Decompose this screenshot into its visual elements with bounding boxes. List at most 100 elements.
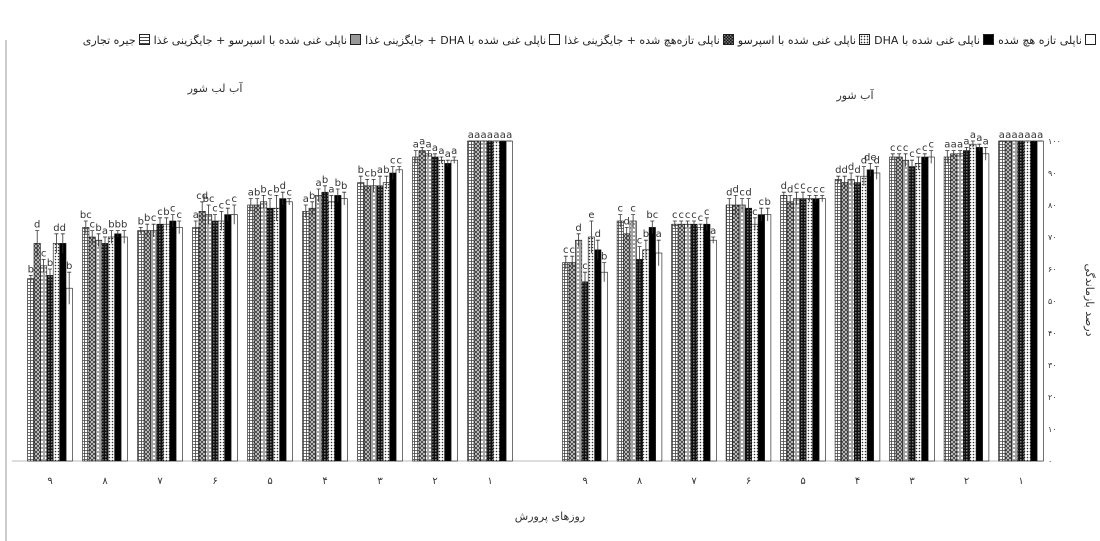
legend-swatch [138, 34, 150, 45]
y-tick-label: ۵۰ [1048, 297, 1057, 306]
bar [629, 220, 637, 462]
error-bar [439, 156, 444, 164]
error-bar [310, 201, 315, 215]
error-bar [890, 153, 895, 161]
bar [969, 143, 977, 462]
y-tick-label: ۹۰ [1048, 169, 1057, 178]
error-bar [922, 153, 927, 161]
error-bar [232, 204, 237, 225]
letter-label: a [419, 136, 425, 147]
bar [908, 166, 916, 462]
letter-label: a [493, 130, 499, 141]
letter-label: c [89, 220, 95, 231]
letter-label: a [468, 130, 474, 141]
error-bar [685, 220, 690, 228]
letter-label: b [28, 264, 34, 275]
error-bar [820, 195, 825, 202]
error-bar [711, 236, 716, 244]
bar [1030, 140, 1038, 462]
letter-label: a [656, 229, 662, 240]
x-axis-label: روزهای پرورش [515, 510, 585, 523]
error-bar [656, 239, 661, 266]
x-tick-label: ۳ [909, 476, 915, 487]
error-bar [138, 227, 143, 234]
bar [732, 204, 740, 462]
letter-label: a [1024, 130, 1030, 141]
x-tick-label: ۹ [582, 476, 587, 487]
error-bar [618, 214, 623, 228]
letter-label: c [390, 156, 396, 167]
y-tick-label: ۷۰ [1048, 233, 1057, 242]
error-bar [48, 268, 52, 282]
letter-label: d [787, 184, 793, 195]
error-bar [563, 255, 568, 269]
legend-label: ناپلی غنی شده با اسپرسو [737, 34, 857, 47]
bar [431, 156, 439, 462]
error-bar [903, 153, 908, 167]
bar [363, 185, 371, 462]
bar [562, 262, 570, 462]
letter-label: d [835, 165, 841, 176]
letter-label: bc [203, 194, 215, 205]
letter-label: c [759, 197, 765, 208]
error-bar [794, 191, 799, 205]
x-tick-label: ۶ [746, 476, 751, 487]
error-bar [151, 223, 156, 237]
error-bar [420, 147, 425, 154]
letter-label: c [630, 204, 636, 215]
letter-label: d [854, 165, 860, 176]
bar [818, 198, 826, 462]
letter-label: a [710, 226, 716, 237]
bar [568, 262, 576, 462]
error-bar [83, 220, 88, 234]
bar [95, 239, 103, 462]
letter-label: b [115, 220, 121, 231]
error-bar [897, 153, 902, 161]
error-bar [759, 207, 764, 221]
bar [224, 214, 232, 462]
x-tick-label: ۵ [800, 476, 805, 487]
bar [956, 153, 964, 462]
x-tick-label: ۵ [267, 476, 272, 487]
letter-label: b [273, 184, 279, 195]
error-bar [170, 214, 175, 228]
letter-label: d [733, 184, 739, 195]
letter-label: a [999, 130, 1005, 141]
bar [635, 259, 643, 462]
letter-label: b [643, 229, 649, 240]
error-bar [164, 217, 169, 231]
error-bar [983, 147, 988, 161]
legend-item: ناپلی تازه‌هچ شده + جایگزینی غذا [564, 34, 734, 47]
letter-label: a [438, 146, 444, 157]
letter-label: c [582, 261, 588, 272]
letter-label: b [335, 178, 341, 189]
error-bar [583, 271, 587, 292]
y-tick-label: ۱۰۰ [1048, 137, 1061, 146]
error-bar [397, 166, 402, 173]
bar [943, 156, 951, 462]
letter-label: d [781, 181, 787, 192]
bar [357, 182, 365, 462]
letter-label: b [47, 258, 53, 269]
error-bar [929, 150, 934, 164]
bar [65, 287, 73, 462]
error-bar [67, 271, 72, 305]
bar [114, 233, 122, 462]
error-bar [60, 233, 65, 253]
bar [725, 204, 733, 462]
bar [217, 220, 225, 462]
bar [272, 207, 280, 462]
letter-label: c [176, 210, 182, 221]
letter-label: c [819, 184, 825, 195]
bar [412, 156, 420, 462]
letter-label: c [678, 210, 684, 221]
error-bar [206, 204, 211, 225]
bar [642, 249, 650, 462]
bar [873, 172, 881, 462]
bar [492, 140, 500, 462]
bar [279, 198, 287, 462]
letter-label: a [976, 133, 982, 144]
bar [27, 278, 35, 462]
error-bar [371, 179, 376, 193]
